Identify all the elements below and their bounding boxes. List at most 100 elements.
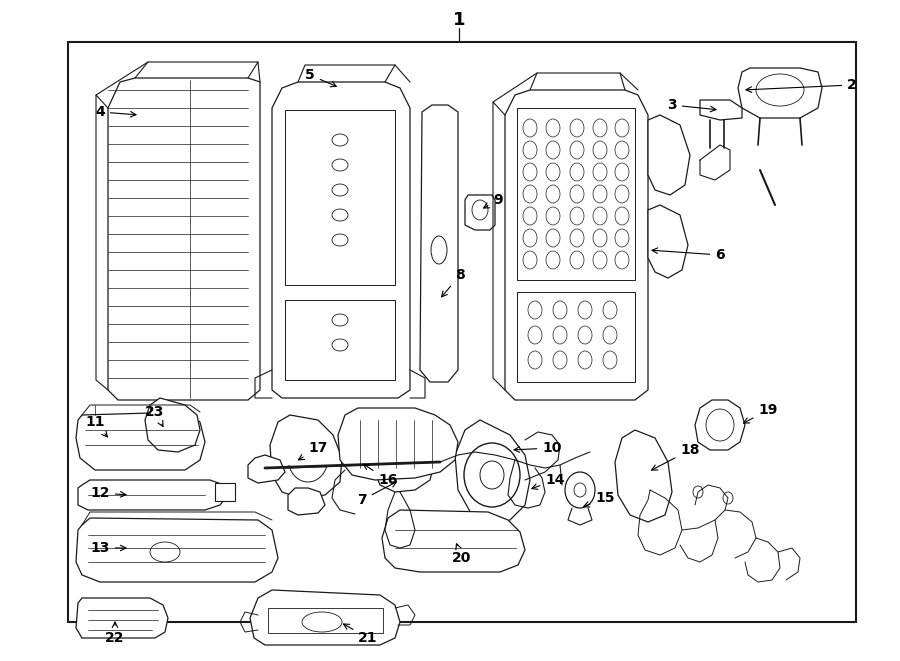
Text: 4: 4 <box>95 105 136 119</box>
Ellipse shape <box>593 163 607 181</box>
Ellipse shape <box>570 185 584 203</box>
Ellipse shape <box>302 612 342 632</box>
Ellipse shape <box>570 229 584 247</box>
Polygon shape <box>372 415 435 492</box>
Ellipse shape <box>578 301 592 319</box>
Text: 23: 23 <box>145 405 165 426</box>
Ellipse shape <box>723 492 733 504</box>
Ellipse shape <box>523 229 537 247</box>
Polygon shape <box>108 78 260 400</box>
Ellipse shape <box>578 326 592 344</box>
Ellipse shape <box>332 134 348 146</box>
Text: 12: 12 <box>90 486 126 500</box>
Text: 21: 21 <box>344 624 378 645</box>
Ellipse shape <box>150 542 180 562</box>
Text: 19: 19 <box>743 403 778 423</box>
Text: 2: 2 <box>746 78 857 93</box>
Text: 11: 11 <box>86 415 107 437</box>
Bar <box>517 108 635 280</box>
Ellipse shape <box>706 409 734 441</box>
Text: 8: 8 <box>442 268 465 297</box>
Text: 18: 18 <box>652 443 700 470</box>
Ellipse shape <box>593 119 607 137</box>
Text: 17: 17 <box>299 441 328 460</box>
Ellipse shape <box>756 74 804 106</box>
Ellipse shape <box>332 314 348 326</box>
Text: 15: 15 <box>584 491 615 507</box>
Polygon shape <box>465 195 495 230</box>
Polygon shape <box>76 518 278 582</box>
Ellipse shape <box>615 207 629 225</box>
Ellipse shape <box>546 229 560 247</box>
Ellipse shape <box>615 141 629 159</box>
Ellipse shape <box>570 251 584 269</box>
Ellipse shape <box>332 159 348 171</box>
Ellipse shape <box>578 351 592 369</box>
Ellipse shape <box>431 236 447 264</box>
Text: 20: 20 <box>453 544 472 565</box>
Ellipse shape <box>546 207 560 225</box>
Polygon shape <box>420 105 458 382</box>
Ellipse shape <box>546 163 560 181</box>
Polygon shape <box>76 598 168 638</box>
Ellipse shape <box>593 141 607 159</box>
Ellipse shape <box>570 163 584 181</box>
Ellipse shape <box>528 351 542 369</box>
Bar <box>68 42 856 622</box>
Ellipse shape <box>523 141 537 159</box>
Ellipse shape <box>603 326 617 344</box>
Ellipse shape <box>472 200 488 220</box>
Polygon shape <box>272 82 410 398</box>
Ellipse shape <box>528 326 542 344</box>
Polygon shape <box>648 205 688 278</box>
Bar <box>285 300 395 380</box>
Polygon shape <box>288 488 325 515</box>
Text: 16: 16 <box>364 464 398 487</box>
Polygon shape <box>248 455 285 483</box>
Ellipse shape <box>464 443 520 507</box>
Polygon shape <box>615 430 672 522</box>
Ellipse shape <box>693 486 703 498</box>
Ellipse shape <box>523 207 537 225</box>
Ellipse shape <box>523 163 537 181</box>
Ellipse shape <box>387 433 423 477</box>
Ellipse shape <box>553 326 567 344</box>
Polygon shape <box>250 590 400 645</box>
Polygon shape <box>145 398 200 452</box>
Polygon shape <box>270 415 342 498</box>
Text: 7: 7 <box>357 482 396 507</box>
Polygon shape <box>455 420 530 525</box>
Ellipse shape <box>553 351 567 369</box>
Ellipse shape <box>615 229 629 247</box>
Text: 22: 22 <box>105 622 125 645</box>
Ellipse shape <box>615 251 629 269</box>
Bar <box>215 483 235 501</box>
Text: 6: 6 <box>652 248 725 262</box>
Ellipse shape <box>615 163 629 181</box>
Ellipse shape <box>397 445 413 465</box>
Text: 5: 5 <box>305 68 337 87</box>
Bar <box>517 292 635 382</box>
Ellipse shape <box>480 461 504 489</box>
Text: 13: 13 <box>90 541 126 555</box>
Ellipse shape <box>603 351 617 369</box>
Text: 14: 14 <box>532 473 565 489</box>
Ellipse shape <box>546 119 560 137</box>
Ellipse shape <box>570 119 584 137</box>
Polygon shape <box>738 68 822 118</box>
Polygon shape <box>76 412 205 470</box>
Text: 10: 10 <box>514 441 562 455</box>
Polygon shape <box>78 480 228 510</box>
Ellipse shape <box>593 251 607 269</box>
Ellipse shape <box>553 301 567 319</box>
Ellipse shape <box>332 339 348 351</box>
Ellipse shape <box>546 251 560 269</box>
Polygon shape <box>700 100 742 120</box>
Ellipse shape <box>332 234 348 246</box>
Bar <box>285 110 395 285</box>
Ellipse shape <box>570 141 584 159</box>
Ellipse shape <box>574 483 586 497</box>
Ellipse shape <box>615 119 629 137</box>
Ellipse shape <box>565 472 595 508</box>
Ellipse shape <box>546 141 560 159</box>
